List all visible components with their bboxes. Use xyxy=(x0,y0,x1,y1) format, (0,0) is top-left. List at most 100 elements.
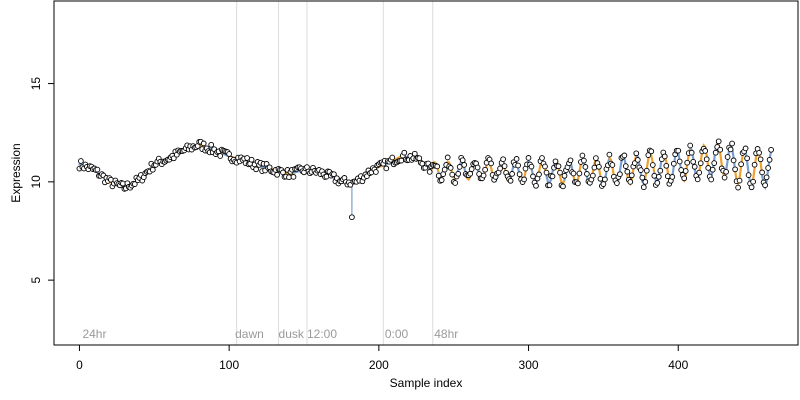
data-point xyxy=(513,156,520,162)
data-point xyxy=(657,167,664,174)
data-point xyxy=(576,170,583,177)
data-point xyxy=(546,182,553,189)
data-point xyxy=(627,179,634,185)
data-point xyxy=(411,150,418,157)
x-tick-label: 100 xyxy=(219,358,239,372)
data-point xyxy=(389,154,396,161)
data-point xyxy=(727,146,734,153)
x-tick-label: 400 xyxy=(668,358,688,372)
data-point xyxy=(434,163,441,170)
data-point xyxy=(501,163,508,169)
data-point xyxy=(655,173,662,180)
data-point xyxy=(744,155,750,162)
data-point xyxy=(697,160,704,167)
data-point xyxy=(543,169,550,176)
data-point xyxy=(759,169,765,176)
data-point xyxy=(591,164,598,171)
data-point xyxy=(696,169,703,176)
data-point xyxy=(676,158,683,165)
data-point xyxy=(459,157,466,164)
data-point xyxy=(248,156,255,163)
data-point xyxy=(757,156,764,163)
data-point xyxy=(617,171,623,178)
data-point xyxy=(521,176,527,183)
data-point xyxy=(552,158,559,165)
x-tick-label: 0 xyxy=(76,358,83,372)
data-point xyxy=(711,160,718,166)
data-point xyxy=(567,157,574,164)
annotation-label-2: dusk xyxy=(279,327,305,341)
data-point xyxy=(708,176,715,183)
data-point xyxy=(533,182,539,189)
data-point xyxy=(624,168,631,175)
y-tick-label: 5 xyxy=(29,276,43,283)
data-point xyxy=(637,167,644,173)
data-point xyxy=(750,178,756,185)
data-point xyxy=(642,179,649,185)
x-tick-label: 300 xyxy=(519,358,539,372)
data-point xyxy=(640,184,647,191)
data-point xyxy=(688,149,695,156)
data-point xyxy=(670,160,677,167)
data-point xyxy=(751,161,758,168)
data-point xyxy=(675,147,682,154)
data-point xyxy=(401,149,408,156)
data-point xyxy=(643,167,650,174)
data-point xyxy=(748,184,755,191)
y-tick-label: 15 xyxy=(29,77,43,91)
data-point xyxy=(634,157,641,163)
data-point xyxy=(570,170,577,177)
data-point xyxy=(561,172,568,179)
data-point xyxy=(515,162,521,169)
data-point xyxy=(694,176,701,183)
data-point xyxy=(730,157,737,164)
data-point xyxy=(609,162,616,168)
data-point xyxy=(497,165,503,172)
data-point xyxy=(715,138,722,145)
data-point xyxy=(456,164,463,170)
data-point xyxy=(560,183,566,190)
data-point xyxy=(539,155,545,161)
data-point xyxy=(742,145,749,152)
data-point xyxy=(455,170,462,177)
data-point xyxy=(94,166,101,173)
data-point xyxy=(208,141,215,148)
data-point xyxy=(768,146,774,153)
data-point xyxy=(649,162,656,168)
data-point xyxy=(78,158,84,164)
data-point xyxy=(444,154,451,161)
data-point xyxy=(762,182,768,189)
data-point xyxy=(702,148,709,154)
data-point xyxy=(703,156,710,163)
data-point xyxy=(509,171,515,177)
data-point xyxy=(488,160,494,167)
annotation-label-4: 0:00 xyxy=(385,327,409,341)
data-point xyxy=(763,174,770,181)
data-point xyxy=(170,155,177,162)
data-point xyxy=(530,173,536,180)
data-point xyxy=(468,166,475,172)
data-point xyxy=(542,163,548,170)
data-point xyxy=(687,142,694,149)
data-point xyxy=(507,177,514,184)
data-point xyxy=(669,174,676,180)
data-point xyxy=(447,165,454,171)
data-point xyxy=(765,165,771,171)
data-point xyxy=(651,172,658,179)
data-point xyxy=(290,174,297,180)
data-point xyxy=(639,174,646,181)
data-point xyxy=(600,181,607,187)
data-point xyxy=(602,176,608,183)
data-point xyxy=(732,166,738,173)
data-point xyxy=(654,180,661,186)
data-point xyxy=(736,177,743,184)
data-point xyxy=(709,166,716,173)
data-point xyxy=(721,174,728,181)
data-point xyxy=(581,157,587,164)
data-point xyxy=(597,175,604,182)
data-point xyxy=(633,150,640,157)
data-point xyxy=(217,153,224,159)
data-point xyxy=(467,170,474,177)
annotation-label-0: 24hr xyxy=(82,327,106,341)
data-point xyxy=(621,152,628,159)
